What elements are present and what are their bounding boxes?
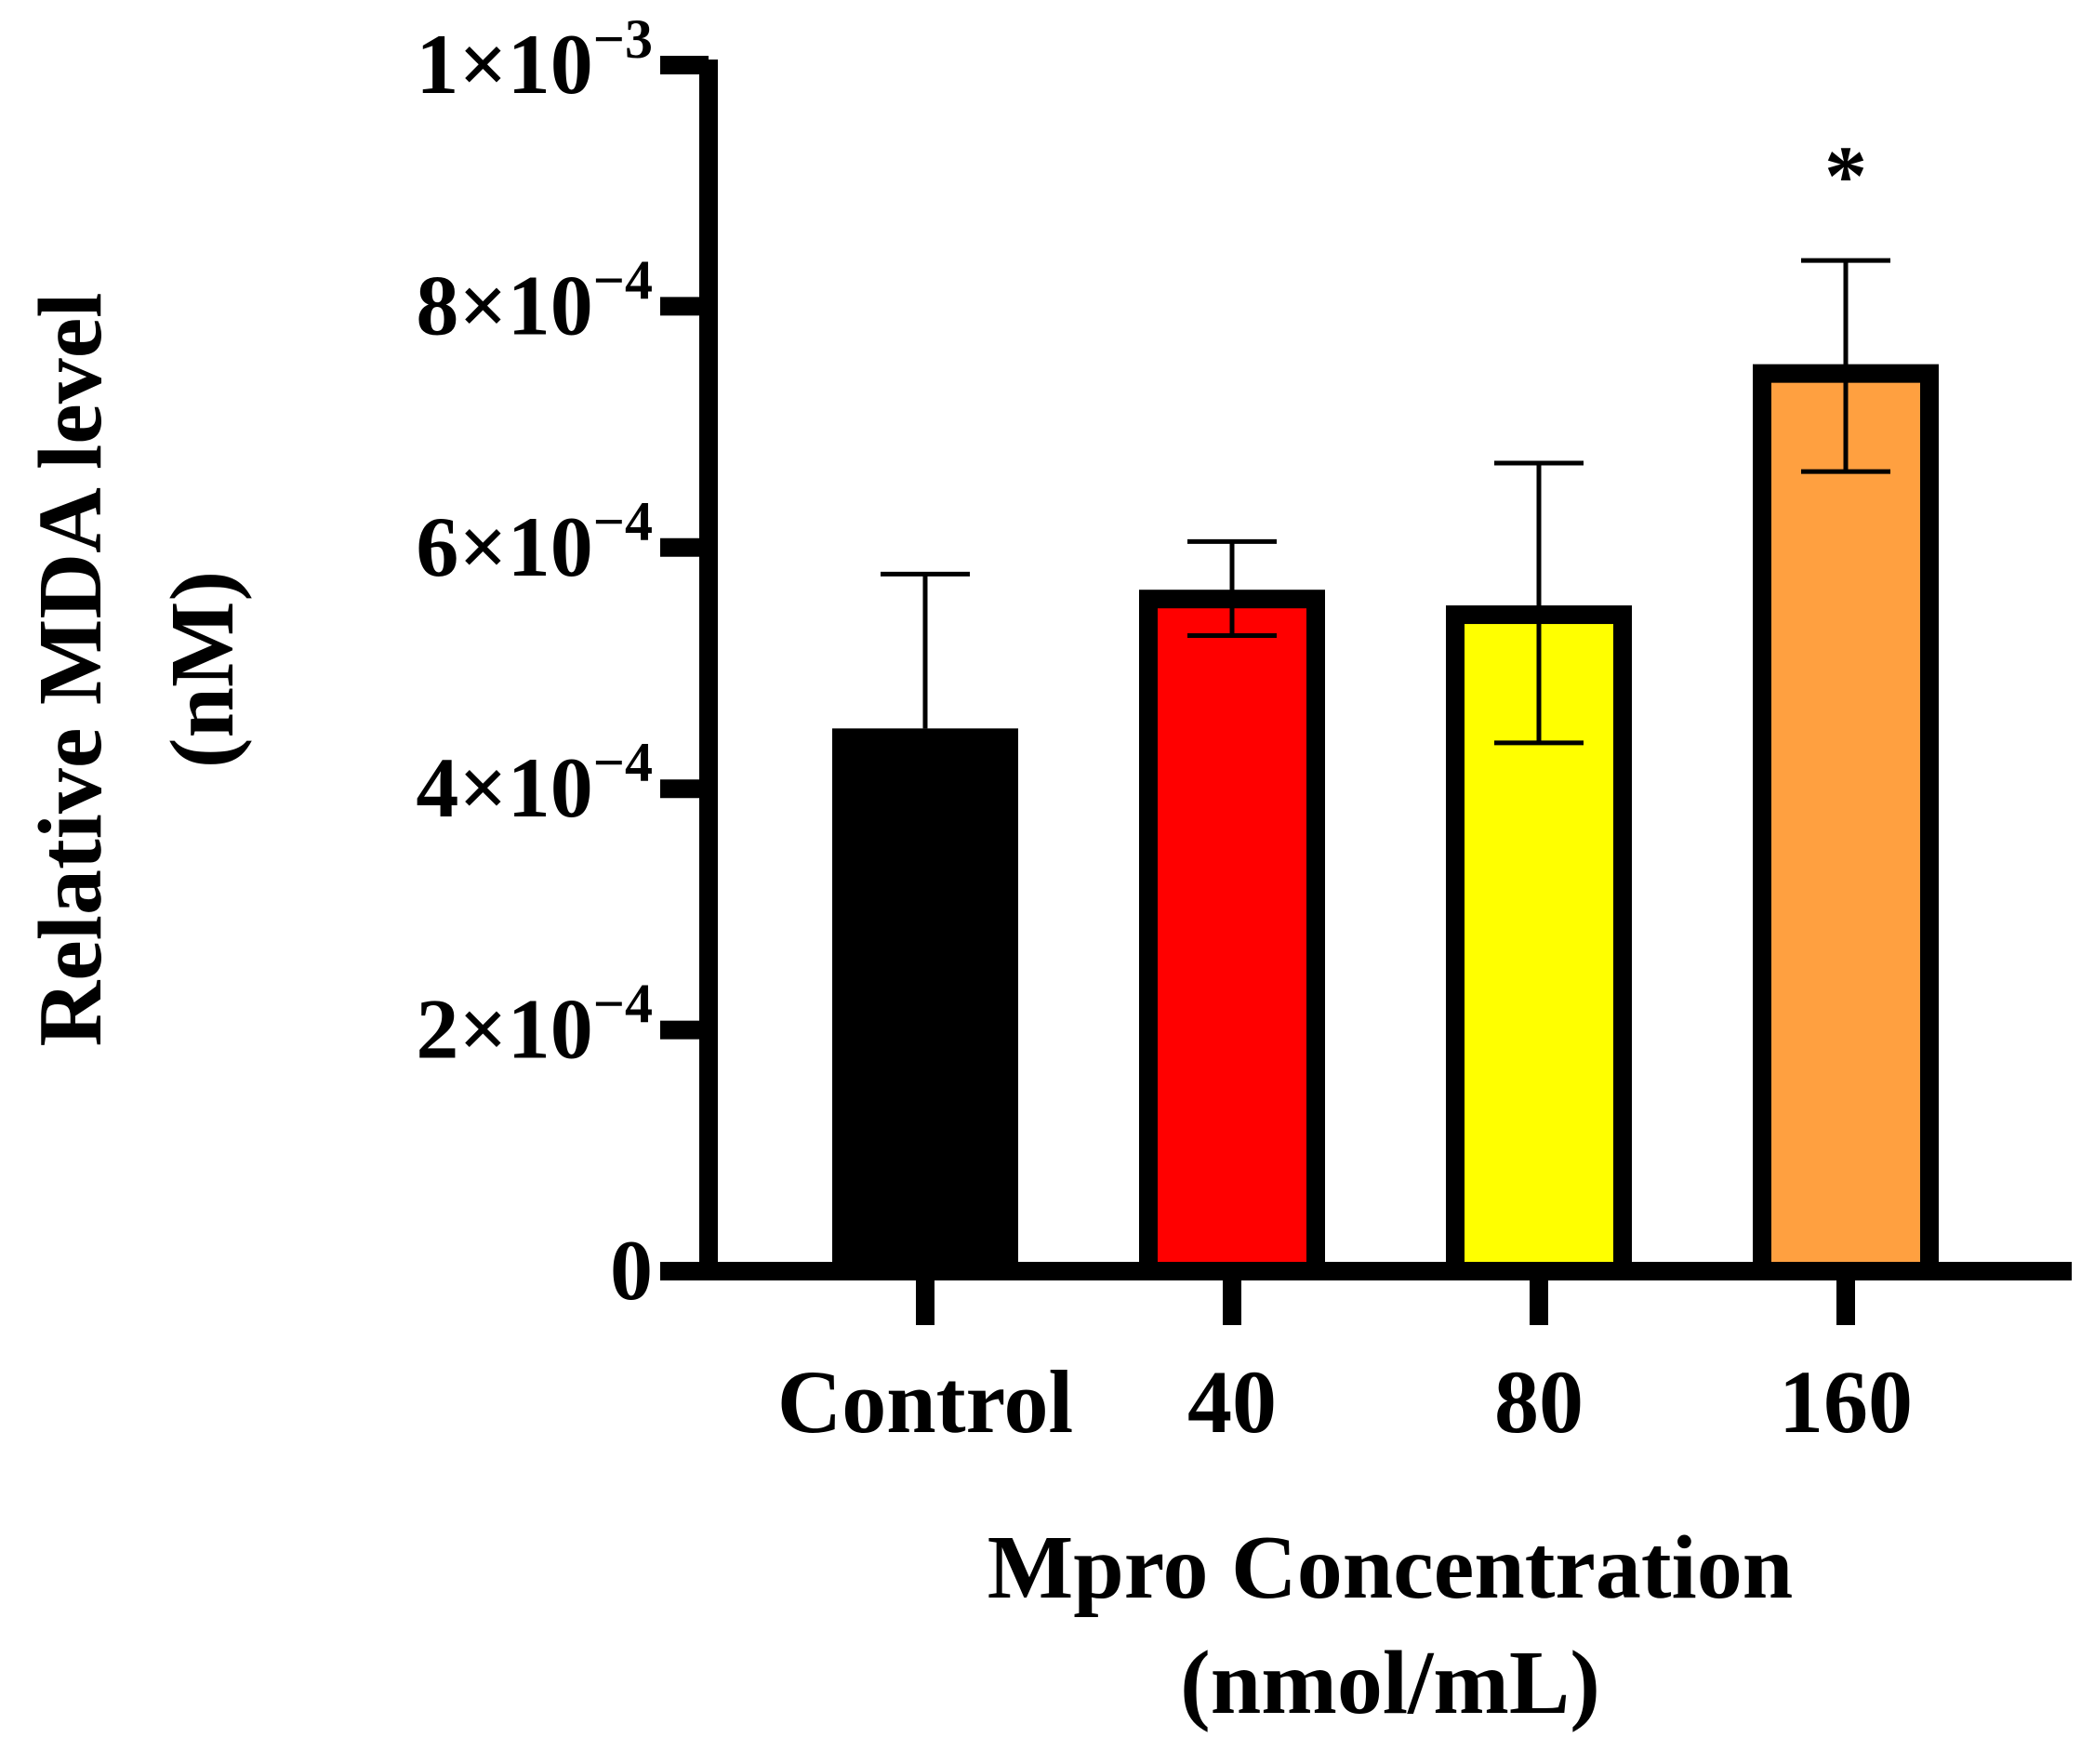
x-axis-ticks: Control 40 80 160	[777, 1271, 1913, 1452]
y-tick-label: 8×10−4	[416, 249, 653, 352]
bar-40	[1139, 590, 1325, 1280]
x-tick-label-40: 40	[1187, 1352, 1277, 1452]
y-axis-title-line-1: Relative MDA level	[20, 293, 121, 1047]
x-axis-title-line-1: Mpro Concentration	[987, 1518, 1794, 1618]
x-tick-label-control: Control	[777, 1352, 1073, 1452]
significance-asterisk: *	[1824, 128, 1867, 223]
y-axis-ticks: 0 2×10−4 4×10−4 6×10−4 8×10−4 1×10−3	[416, 8, 709, 1318]
bar-control	[832, 728, 1018, 1271]
y-axis-title-line-2: (nM)	[152, 571, 253, 768]
bar-160	[1753, 364, 1939, 1280]
y-axis-title: Relative MDA level (nM)	[20, 293, 253, 1047]
y-tick-label: 4×10−4	[416, 732, 653, 835]
y-tick-label: 1×10−3	[416, 8, 653, 112]
x-tick-label-80: 80	[1494, 1352, 1584, 1452]
y-tick-label: 0	[610, 1223, 653, 1318]
y-tick-label: 2×10−4	[416, 974, 653, 1077]
x-tick-label-160: 160	[1779, 1352, 1913, 1452]
x-axis-title-line-2: (nmol/mL)	[1180, 1633, 1600, 1733]
bars	[832, 364, 1939, 1280]
significance-markers: *	[1824, 128, 1867, 223]
y-tick-label: 6×10−4	[416, 491, 653, 594]
error-bars	[881, 258, 1890, 746]
